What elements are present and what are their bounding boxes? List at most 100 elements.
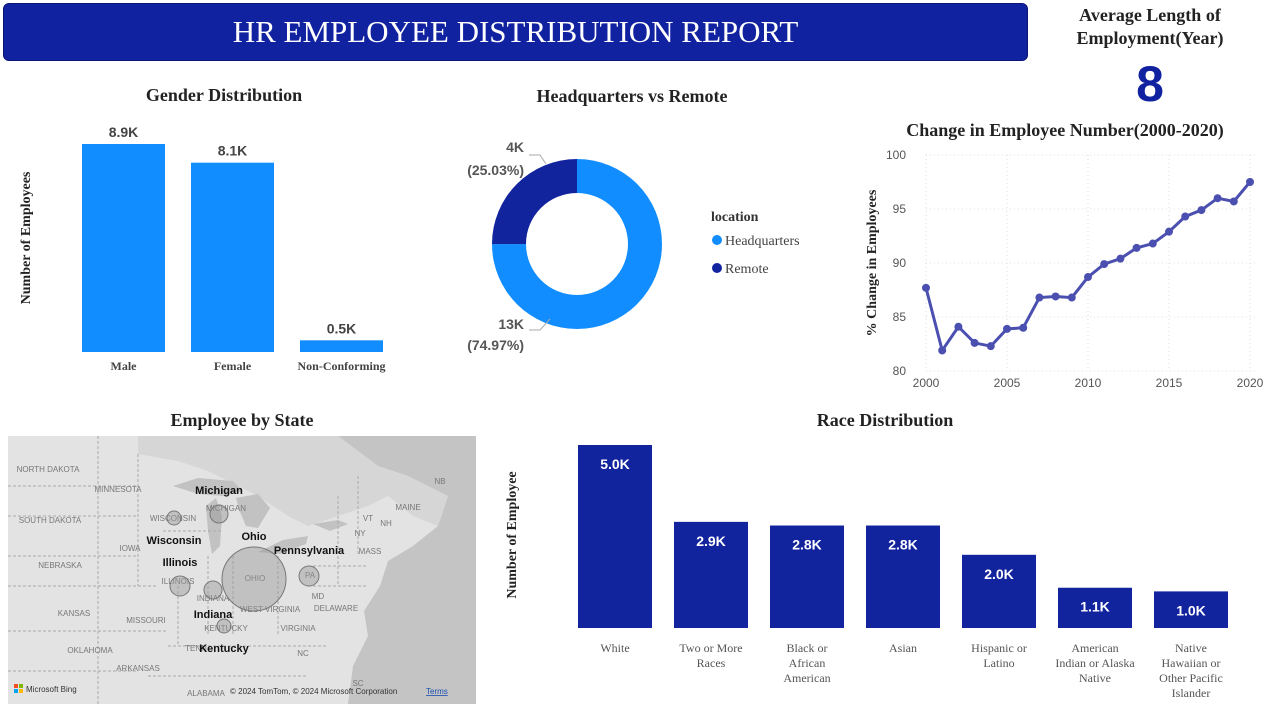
kpi-label: Average Length of Employment(Year)	[1076, 5, 1224, 48]
change-point	[954, 322, 963, 331]
change-chart: 80 85 90 95 100 2000 2005 2010 2015 2020 % Change …	[865, 148, 1264, 390]
state-map[interactable]: NORTH DAKOTA MINNESOTA SOUTH DAKOTA WISCONS…	[8, 436, 476, 704]
headquarters-value-label: 13K	[498, 316, 524, 332]
change-point	[1132, 243, 1141, 252]
state-bubble	[169, 575, 191, 597]
state-map-title: Employee by State	[170, 410, 314, 430]
lake-superior	[173, 478, 243, 496]
race-bar	[578, 445, 652, 628]
map-region-label: NC	[297, 649, 309, 658]
race-data-label: 2.9K	[696, 533, 726, 549]
gender-data-label: 8.1K	[218, 143, 248, 159]
change-point	[1100, 260, 1109, 269]
change-point	[970, 338, 979, 347]
race-bar	[674, 521, 748, 628]
state-bubble	[298, 565, 320, 587]
map-region-label: MD	[312, 592, 325, 601]
y-tick-label: 95	[893, 202, 907, 216]
location-chart-title: Headquarters vs Remote	[536, 86, 728, 106]
change-point	[1246, 178, 1254, 186]
headquarters-percent-label: (74.97%)	[467, 337, 524, 353]
x-tick-label: 2000	[913, 376, 940, 390]
gender-category-label: Male	[111, 359, 138, 373]
legend-marker-remote	[712, 263, 722, 273]
map-region-label: NY	[354, 529, 366, 538]
race-category-label: Two or More Races	[679, 641, 742, 670]
bing-logo-square	[19, 689, 23, 693]
race-data-label: 2.0K	[984, 566, 1014, 582]
race-bar	[1058, 587, 1132, 628]
race-category-label: Hispanic or Latino	[971, 641, 1027, 670]
state-bubble	[216, 618, 232, 634]
race-category-label: American Indian or Alaska Native	[1055, 641, 1135, 685]
race-bar	[1154, 591, 1228, 628]
remote-percent-label: (25.03%)	[467, 162, 524, 178]
gender-data-label: 0.5K	[327, 320, 357, 336]
map-region-label: ILLINOIS	[162, 577, 195, 586]
headquarters-leader-line	[529, 318, 551, 331]
gender-y-axis-label: Number of Employees	[19, 171, 34, 304]
gender-bar	[191, 162, 274, 352]
state-bubble	[209, 504, 229, 524]
x-tick-label: 2020	[1237, 376, 1264, 390]
y-tick-label: 100	[886, 148, 906, 162]
map-region-label: MAINE	[395, 503, 420, 512]
map-region-label: ALABAMA	[187, 689, 225, 698]
map-region-label: VIRGINIA	[280, 624, 316, 633]
map-region-label: DELAWARE	[314, 604, 358, 613]
change-point	[1165, 227, 1173, 236]
x-tick-label: 2005	[994, 376, 1021, 390]
report-title: HR EMPLOYEE DISTRIBUTION REPORT	[3, 3, 1028, 61]
race-chart-title: Race Distribution	[816, 410, 954, 430]
lake-huron	[236, 494, 270, 528]
map-region-label: OHIO	[245, 574, 265, 583]
state-label: Ohio	[241, 531, 266, 543]
map-region-label: NORTH DAKOTA	[17, 465, 80, 474]
change-point	[1035, 293, 1044, 302]
race-category-label: Black or African American	[783, 641, 830, 685]
state-label: Indiana	[194, 609, 233, 621]
map-region-label: ARKANSAS	[116, 664, 160, 673]
x-tick-label: 2010	[1075, 376, 1102, 390]
change-point	[1229, 197, 1238, 206]
state-label: Illinois	[163, 557, 198, 569]
race-data-label: 5.0K	[600, 456, 630, 472]
map-region-label: WEST VIRGINIA	[240, 605, 301, 614]
race-bar	[866, 525, 940, 628]
legend-label-headquarters: Headquarters	[725, 234, 800, 249]
change-point	[1003, 324, 1011, 333]
remote-value-label: 4K	[506, 139, 524, 155]
map-region-label: MINNESOTA	[95, 485, 143, 494]
state-label: Wisconsin	[147, 535, 202, 547]
state-bubble	[203, 580, 223, 600]
bing-logo-square	[14, 684, 18, 688]
map-region-label: MISSOURI	[126, 616, 166, 625]
state-bubble	[166, 510, 182, 526]
map-attribution: © 2024 TomTom, © 2024 Microsoft Corporat…	[230, 687, 397, 696]
bing-logo-square	[19, 684, 23, 688]
legend-marker-headquarters	[712, 235, 722, 245]
gender-chart: Number of Employees 8.9K Male 8.1K Female 0.5…	[19, 124, 386, 373]
x-tick-label: 2015	[1156, 376, 1183, 390]
canada-area	[138, 436, 448, 526]
change-point	[1051, 292, 1060, 301]
map-terms-link[interactable]: Terms	[426, 687, 448, 696]
change-point	[1067, 293, 1076, 302]
legend-label-remote: Remote	[725, 262, 769, 277]
race-data-label: 2.8K	[792, 537, 822, 553]
gender-chart-title: Gender Distribution	[145, 85, 303, 105]
map-region-label: OKLAHOMA	[67, 646, 113, 655]
race-category-label: White	[600, 641, 629, 655]
race-category-label: Asian	[889, 641, 917, 655]
state-label: Pennsylvania	[274, 545, 345, 557]
gender-bar	[300, 340, 383, 352]
change-point	[1116, 254, 1125, 263]
map-region-label: NEBRASKA	[38, 561, 82, 570]
change-point	[1181, 212, 1190, 221]
race-data-label: 1.1K	[1080, 599, 1110, 615]
change-chart-title: Change in Employee Number(2000-2020)	[906, 120, 1224, 140]
map-region-label: MASS	[359, 547, 382, 556]
gender-bar	[82, 144, 165, 352]
change-point	[938, 346, 947, 355]
map-region-label: SOUTH DAKOTA	[19, 516, 82, 525]
